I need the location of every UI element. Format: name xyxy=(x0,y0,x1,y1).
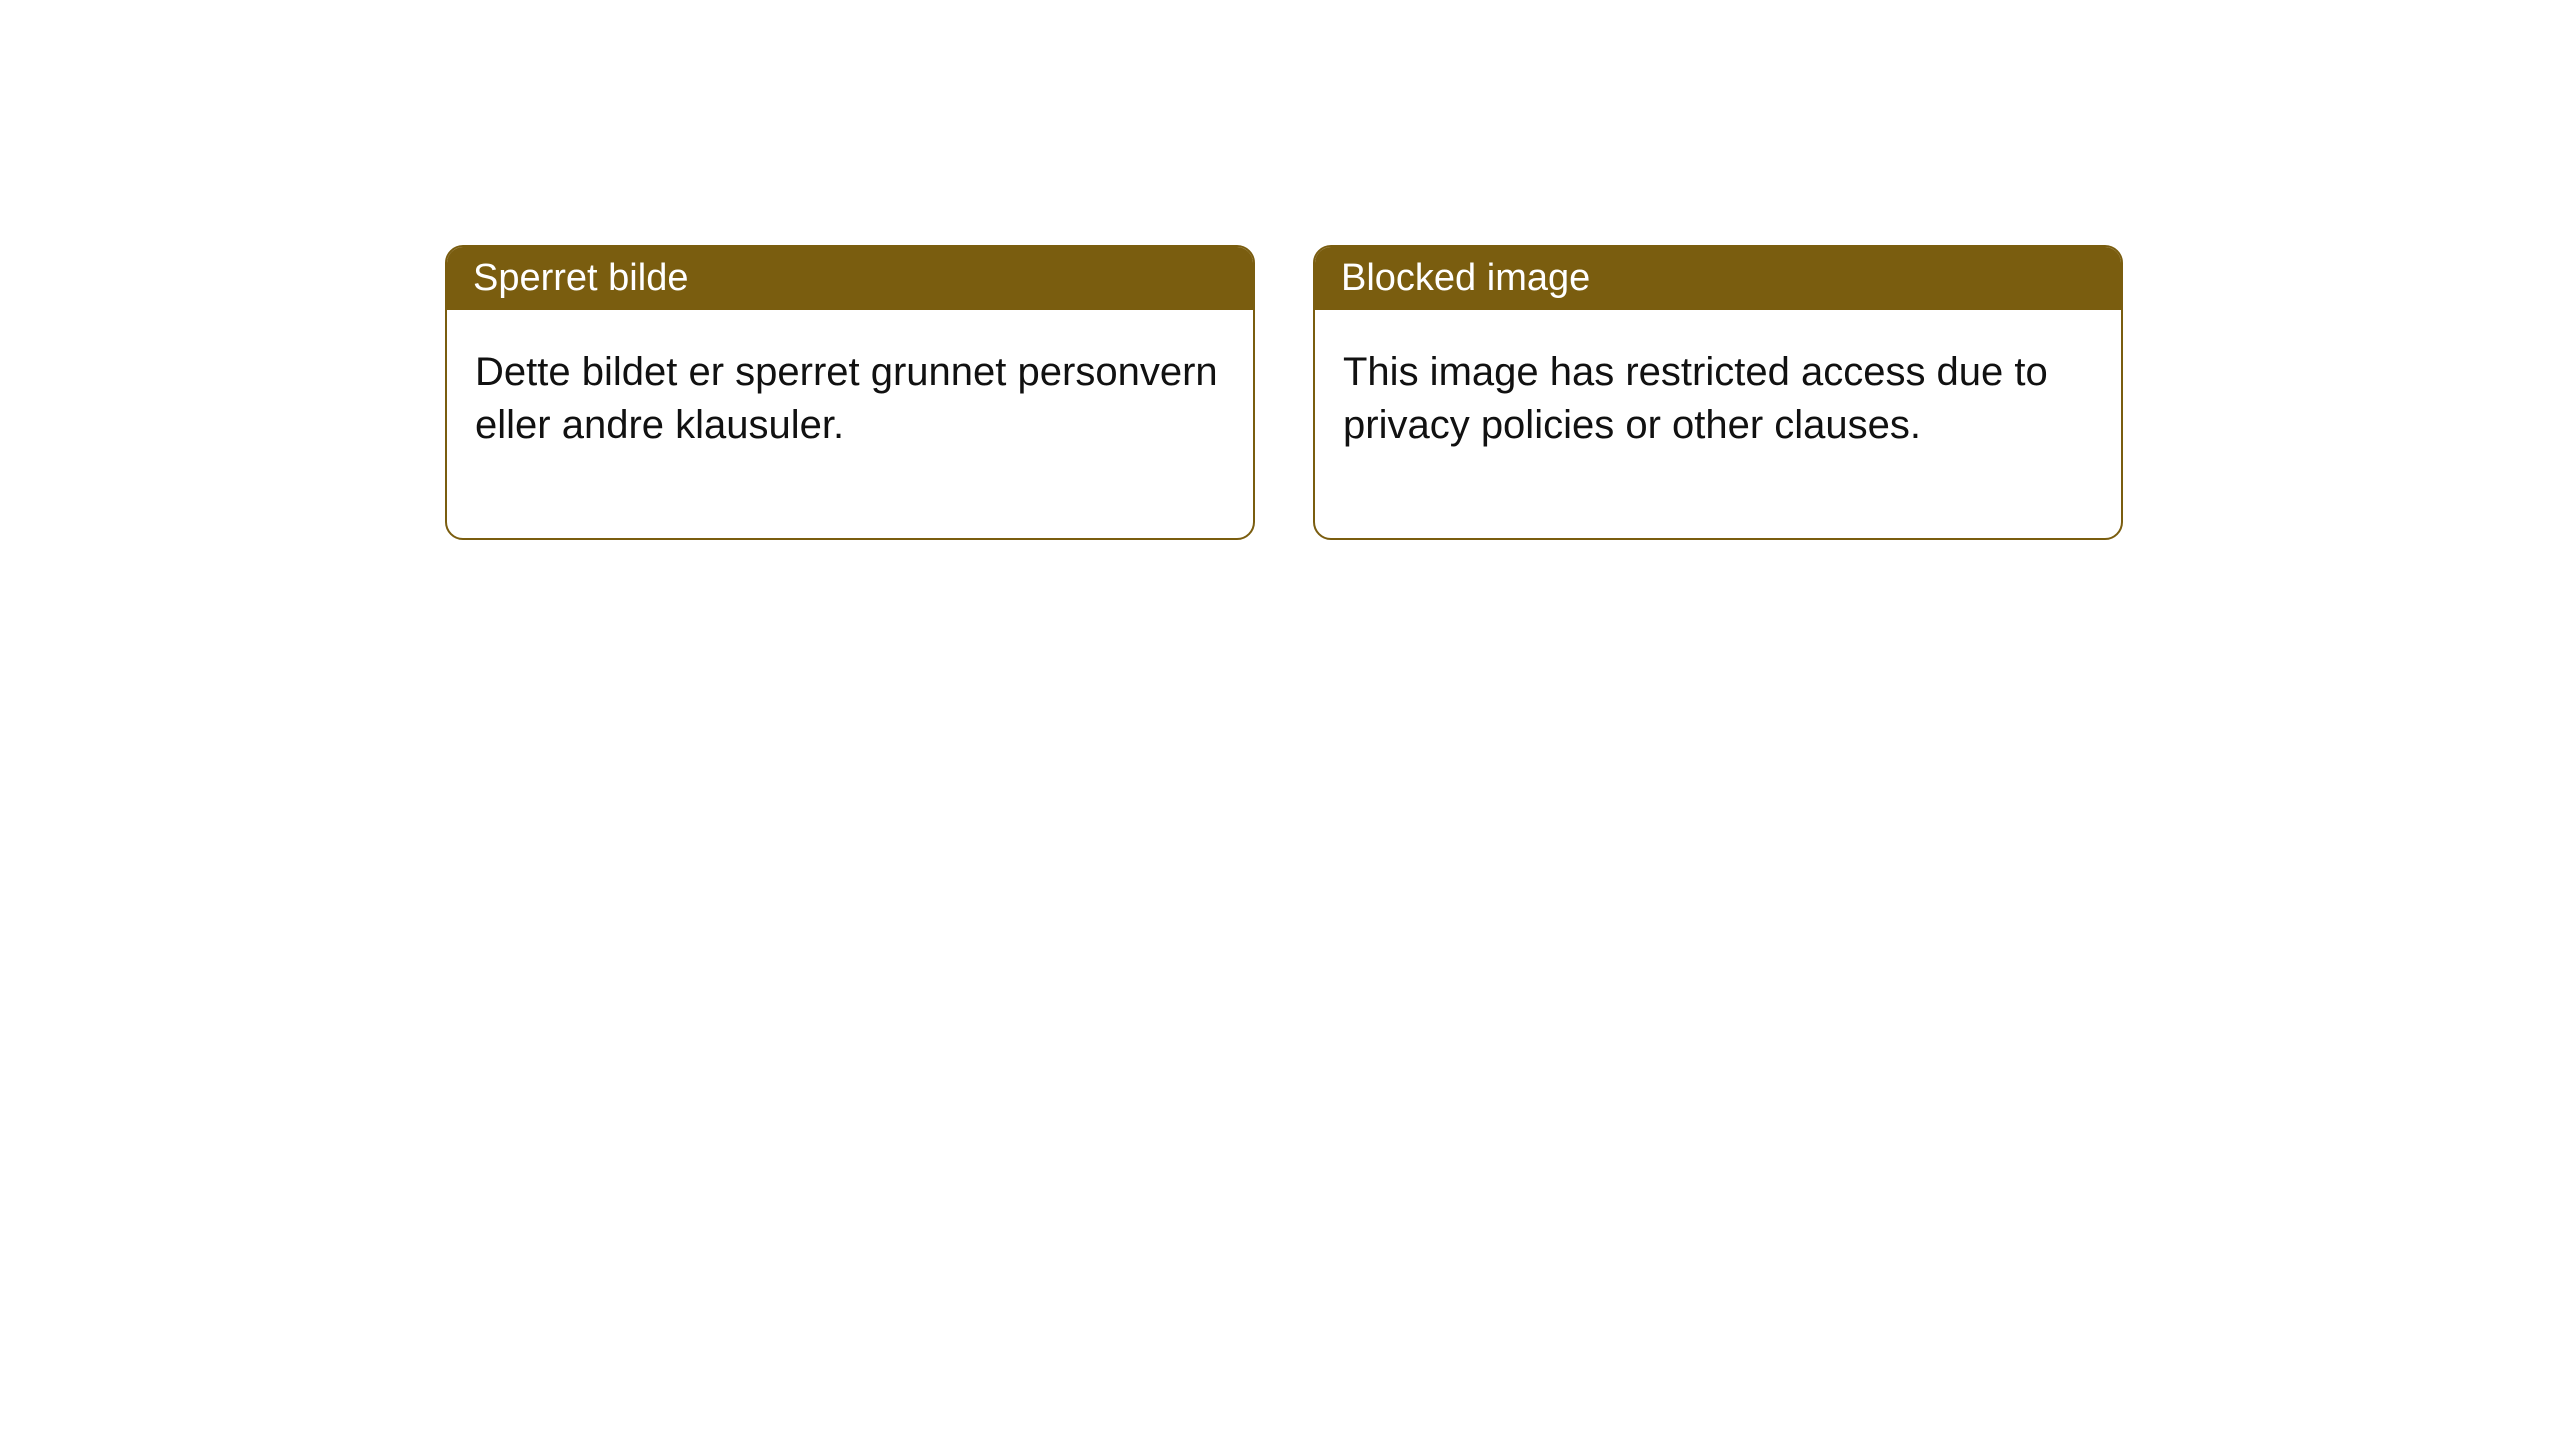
notice-card-norwegian: Sperret bilde Dette bildet er sperret gr… xyxy=(445,245,1255,540)
notice-header: Blocked image xyxy=(1315,247,2121,310)
notice-body-text: Dette bildet er sperret grunnet personve… xyxy=(475,350,1218,447)
notice-card-english: Blocked image This image has restricted … xyxy=(1313,245,2123,540)
notice-header: Sperret bilde xyxy=(447,247,1253,310)
notice-body: This image has restricted access due to … xyxy=(1315,310,2121,538)
notice-container: Sperret bilde Dette bildet er sperret gr… xyxy=(445,245,2123,540)
notice-title: Sperret bilde xyxy=(473,257,688,299)
notice-body: Dette bildet er sperret grunnet personve… xyxy=(447,310,1253,538)
notice-title: Blocked image xyxy=(1341,257,1590,299)
notice-body-text: This image has restricted access due to … xyxy=(1343,350,2048,447)
